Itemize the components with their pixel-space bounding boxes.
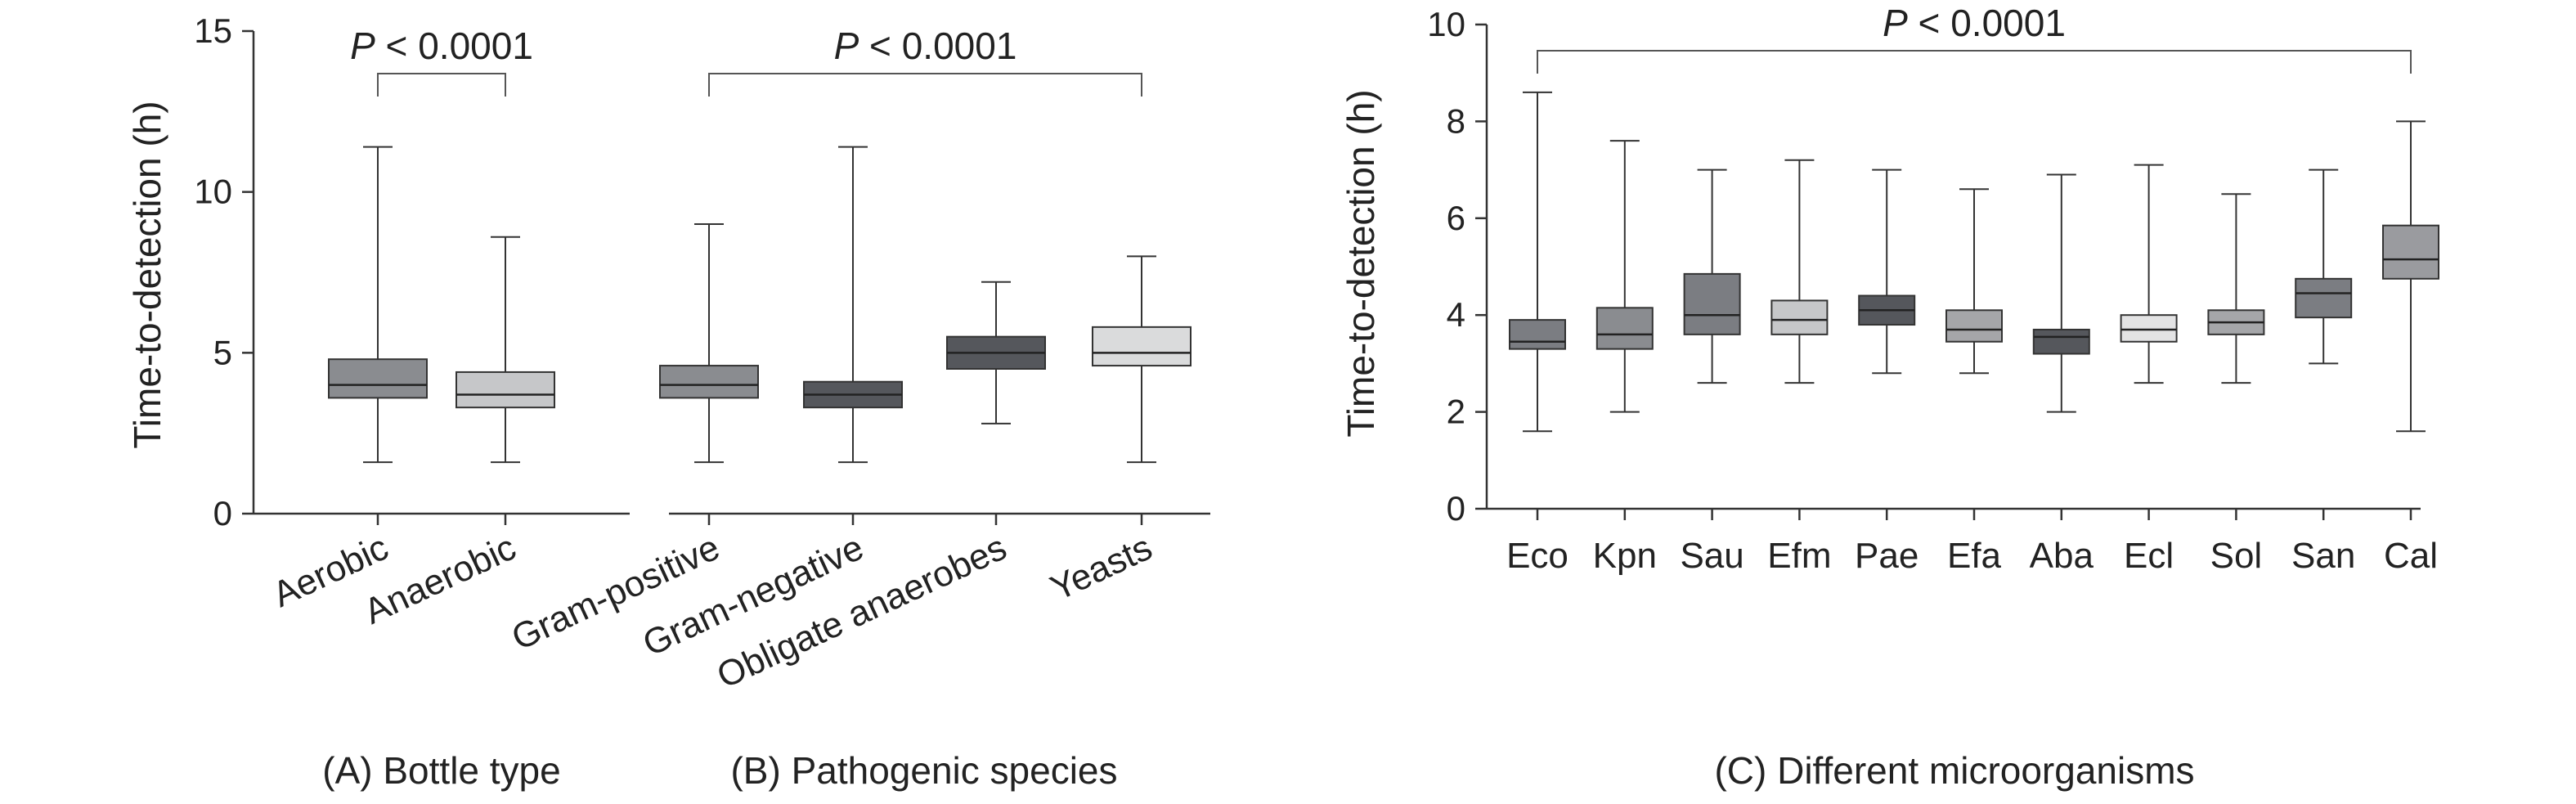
significance-bracket bbox=[708, 73, 1142, 97]
y-axis-title: Time-to-detection (h) bbox=[126, 101, 168, 448]
y-tick-label: 15 bbox=[194, 11, 232, 50]
x-category-label: Ecl bbox=[2124, 536, 2174, 576]
box-anaerobic bbox=[456, 236, 555, 464]
box-iqr bbox=[1945, 309, 2003, 343]
box-aba bbox=[2032, 173, 2090, 413]
significance-comparison: P < 0.0001 bbox=[350, 25, 533, 97]
p-value-label: P < 0.0001 bbox=[834, 25, 1017, 67]
y-tick-label: 0 bbox=[213, 494, 232, 532]
x-category-label: Eco bbox=[1506, 536, 1568, 576]
box-aerobic bbox=[328, 146, 428, 464]
box-sol bbox=[2207, 193, 2265, 384]
p-value-text: < 0.0001 bbox=[1908, 2, 2066, 44]
box-iqr bbox=[1509, 319, 1566, 350]
panel-caption: (C) Different microorganisms bbox=[1714, 749, 2194, 792]
p-value-label: P < 0.0001 bbox=[1883, 2, 2066, 44]
box-iqr bbox=[2120, 314, 2178, 343]
box-efa bbox=[1945, 188, 2003, 375]
x-category-label: Cal bbox=[2384, 536, 2438, 576]
box-san bbox=[2295, 168, 2353, 365]
y-tick-label: 10 bbox=[194, 173, 232, 211]
box-obligate-anaerobes bbox=[946, 281, 1046, 424]
box-kpn bbox=[1595, 140, 1654, 413]
significance-bracket bbox=[377, 73, 506, 97]
significance-comparison: P < 0.0001 bbox=[708, 25, 1142, 97]
box-sau bbox=[1683, 168, 1741, 384]
y-tick-label: 6 bbox=[1447, 199, 1465, 237]
x-category-label: Pae bbox=[1855, 536, 1919, 576]
y-tick-label: 8 bbox=[1447, 101, 1465, 140]
box-iqr bbox=[659, 365, 759, 399]
box-eco bbox=[1509, 91, 1566, 433]
p-symbol: P bbox=[834, 25, 859, 67]
box-iqr bbox=[1683, 272, 1741, 335]
x-category-label: San bbox=[2291, 536, 2355, 576]
x-category-label: Aba bbox=[2030, 536, 2094, 576]
box-iqr bbox=[2032, 328, 2090, 355]
box-cal bbox=[2382, 120, 2439, 433]
panel-caption: (A) Bottle type bbox=[322, 749, 560, 792]
panel-caption: (B) Pathogenic species bbox=[730, 749, 1117, 792]
y-tick-label: 10 bbox=[1427, 5, 1465, 43]
box-yeasts bbox=[1092, 255, 1192, 464]
significance-bracket bbox=[1537, 50, 2412, 74]
box-iqr bbox=[2382, 224, 2439, 280]
box-gram-positive bbox=[659, 223, 759, 464]
x-category-label: Yeasts bbox=[1044, 528, 1158, 609]
y-tick-label: 0 bbox=[1447, 489, 1465, 528]
x-category-label: Efa bbox=[1947, 536, 2002, 576]
box-gram-negative bbox=[803, 146, 903, 464]
x-category-label: Kpn bbox=[1593, 536, 1657, 576]
box-ecl bbox=[2120, 164, 2178, 384]
p-value-label: P < 0.0001 bbox=[350, 25, 533, 67]
y-tick-label: 5 bbox=[213, 333, 232, 371]
box-iqr bbox=[2295, 277, 2353, 319]
p-symbol: P bbox=[350, 25, 375, 67]
significance-comparison: P < 0.0001 bbox=[1537, 2, 2412, 74]
p-value-text: < 0.0001 bbox=[375, 25, 533, 67]
box-iqr bbox=[456, 371, 555, 409]
box-iqr bbox=[1770, 299, 1829, 335]
y-tick-label: 2 bbox=[1447, 393, 1465, 431]
y-axis-title: Time-to-detection (h) bbox=[1340, 89, 1382, 437]
box-pae bbox=[1858, 168, 1916, 375]
x-category-label: Sol bbox=[2210, 536, 2263, 576]
p-symbol: P bbox=[1883, 2, 1908, 44]
box-efm bbox=[1770, 159, 1829, 384]
box-iqr bbox=[328, 358, 428, 399]
box-iqr bbox=[1092, 326, 1192, 367]
box-iqr bbox=[1595, 307, 1654, 350]
x-category-label: Efm bbox=[1767, 536, 1831, 576]
x-category-label: Sau bbox=[1680, 536, 1744, 576]
y-tick-label: 4 bbox=[1447, 295, 1465, 334]
p-value-text: < 0.0001 bbox=[859, 25, 1016, 67]
